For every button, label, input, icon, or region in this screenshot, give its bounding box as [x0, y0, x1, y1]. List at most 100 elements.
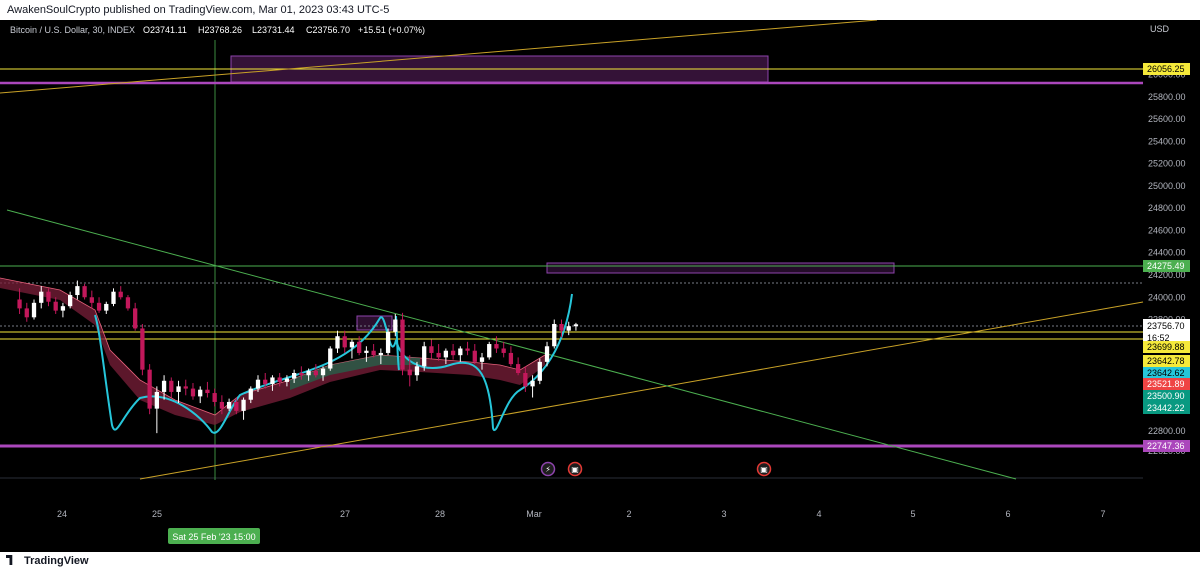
candle-body: [364, 350, 369, 353]
candle-body: [96, 302, 102, 311]
candle-body: [291, 372, 297, 379]
candle-body: [458, 348, 463, 356]
trendline-upper-yellow: [0, 20, 878, 94]
price-label-box: [1143, 63, 1190, 75]
candle-body: [436, 352, 441, 358]
price-label-box: [1143, 355, 1190, 367]
price-label-box: [1143, 440, 1190, 452]
candle-body: [255, 379, 261, 389]
candle-body: [450, 350, 456, 356]
candle-body: [552, 323, 557, 347]
candle-body: [24, 308, 29, 318]
candle-body: [328, 348, 333, 369]
price-label: 23642.62: [1147, 368, 1185, 378]
price-chart[interactable]: Bitcoin / U.S. Dollar, 30, INDEX O23741.1…: [0, 20, 1200, 552]
ohlc-close: C23756.70: [306, 25, 350, 35]
candle-body: [479, 357, 485, 362]
candle-body: [140, 328, 145, 370]
candle-body: [68, 295, 73, 307]
candle-body: [226, 401, 232, 409]
candle-body: [515, 364, 521, 373]
crosshair-time-box: [168, 528, 260, 544]
candle-body: [169, 380, 174, 392]
price-label-box: [1143, 367, 1190, 379]
candle-body: [39, 291, 44, 303]
lightning-event-icon: [540, 461, 556, 477]
candle-body: [544, 346, 550, 362]
publisher-text: AwakenSoulCrypto published on TradingVie…: [7, 4, 390, 16]
lightning-event-icon-glyph: ⚡: [545, 465, 551, 474]
candle-body: [212, 393, 217, 402]
candle-body: [335, 336, 340, 349]
ohlc-open: O23741.11: [143, 25, 187, 35]
candle-body: [313, 370, 318, 376]
candle-body: [371, 350, 376, 356]
price-label: 22747.36: [1147, 441, 1185, 451]
x-tick-label: 25: [152, 509, 162, 519]
y-tick-label: 25400.00: [1148, 136, 1186, 146]
trendline-green: [6, 209, 1017, 480]
candle-body: [566, 326, 571, 331]
x-tick-label: 24: [57, 509, 67, 519]
candle-body: [234, 401, 239, 411]
candle-body: [104, 303, 109, 311]
candle-body: [385, 331, 391, 353]
candle-body: [133, 308, 138, 329]
ema-ribbon-green: [290, 355, 420, 390]
chart-background: [0, 20, 1200, 552]
x-tick-label: 7: [1100, 509, 1105, 519]
symbol-name: Bitcoin / U.S. Dollar, 30, INDEX: [10, 25, 135, 35]
last-price-box: [1143, 319, 1190, 345]
price-label-box: [1143, 260, 1190, 272]
tradingview-brand: TradingView: [24, 555, 89, 567]
publisher-bar: AwakenSoulCrypto published on TradingVie…: [0, 0, 1200, 20]
x-tick-label: 27: [340, 509, 350, 519]
candle-body: [219, 401, 225, 409]
candle-body: [154, 391, 159, 409]
candle-body: [320, 368, 326, 376]
price-label: 23500.90: [1147, 391, 1185, 401]
candle-body: [125, 297, 131, 309]
candle-body: [465, 348, 470, 351]
candle-body: [75, 286, 80, 296]
crosshair-time-label: Sat 25 Feb '23 15:00: [172, 532, 255, 542]
candle-body: [414, 366, 420, 376]
tradingview-icon: [6, 555, 13, 565]
y-tick-label: 25800.00: [1148, 92, 1186, 102]
candle-body: [422, 346, 427, 367]
candle-body: [82, 286, 87, 298]
candle-body: [183, 386, 188, 389]
candle-body: [198, 389, 203, 397]
currency-label: USD: [1150, 24, 1170, 34]
x-tick-label: 6: [1005, 509, 1010, 519]
x-tick-label: 3: [721, 509, 726, 519]
us-flag-event-icon-glyph: ▣: [571, 465, 579, 474]
y-tick-label: 25600.00: [1148, 114, 1186, 124]
footer: TradingView: [0, 552, 1200, 572]
candle-body: [147, 369, 152, 409]
price-label-box: [1143, 341, 1190, 353]
candle-body: [299, 372, 304, 376]
candle-body: [537, 361, 542, 381]
candle-body: [443, 350, 449, 358]
candle-body: [270, 377, 275, 385]
price-label: 23699.88: [1147, 342, 1185, 352]
candle-body: [60, 306, 66, 311]
candle-body: [46, 291, 51, 302]
y-tick-label: 24200.00: [1148, 270, 1186, 280]
x-tick-label: Mar: [526, 509, 542, 519]
y-tick-label: 24600.00: [1148, 225, 1186, 235]
tradingview-logo[interactable]: TradingView: [6, 555, 89, 567]
candle-body: [429, 346, 434, 353]
price-label: 23442.22: [1147, 403, 1185, 413]
price-label-box: [1143, 378, 1190, 390]
trendline-lower-yellow: [139, 301, 1144, 480]
candle-body: [111, 291, 116, 304]
candle-body: [407, 369, 412, 376]
candle-body: [263, 379, 268, 385]
price-label: 26056.25: [1147, 64, 1185, 74]
candle-body: [31, 302, 37, 318]
price-label-box: [1143, 390, 1190, 402]
us-flag-event-icon-glyph: ▣: [760, 465, 768, 474]
candle-body: [393, 319, 398, 332]
